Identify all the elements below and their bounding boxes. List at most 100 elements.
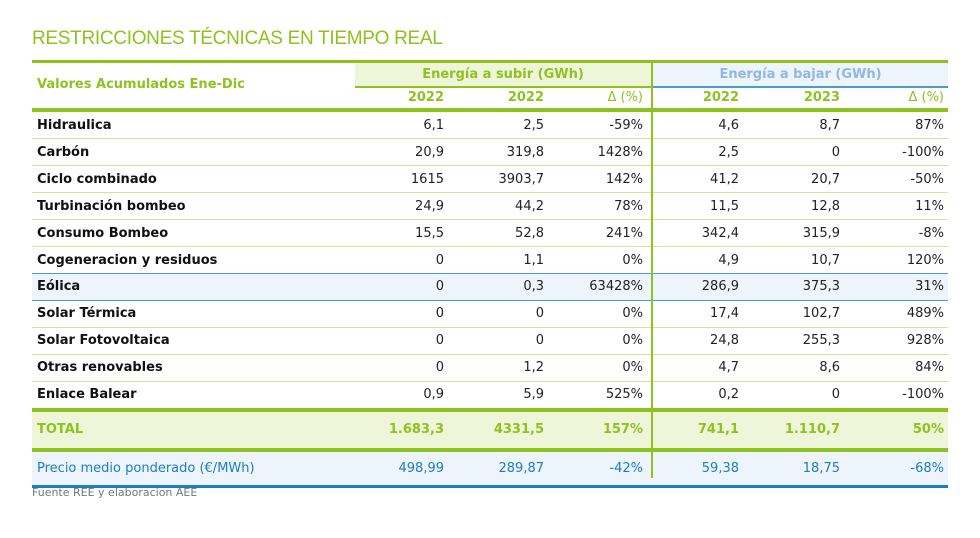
column-header: 2022 — [702, 90, 739, 105]
cell: -8% — [918, 225, 944, 241]
table-row: Hidraulica 6,1 2,5 -59% 4,6 8,7 87% — [32, 112, 948, 139]
group-divider — [651, 60, 653, 478]
cell: -100% — [902, 144, 944, 160]
cell: 157% — [602, 422, 643, 437]
cell: 1,2 — [523, 360, 544, 375]
cell: 1.683,3 — [388, 422, 444, 437]
cell: 342,4 — [701, 225, 739, 241]
cell: 10,7 — [811, 252, 840, 268]
cell: 63428% — [589, 279, 643, 294]
table-top-divider — [32, 60, 948, 63]
cell: 928% — [906, 333, 944, 348]
cell: 0% — [622, 360, 643, 375]
cell: 50% — [912, 422, 944, 437]
table-row: Ciclo combinado 1615 3903,7 142% 41,2 20,7 -50… — [32, 166, 948, 193]
column-header-row: 2022 2022 Δ (%) 2022 2023 Δ (%) — [32, 87, 948, 112]
row-label: Hidraulica — [37, 117, 112, 133]
cell: 0 — [535, 306, 544, 321]
row-label: Precio medio ponderado (€/MWh) — [37, 460, 255, 476]
column-header: Δ (%) — [908, 90, 944, 105]
cell: 87% — [915, 117, 944, 133]
cell: 286,9 — [701, 279, 739, 294]
cell: 52,8 — [515, 225, 544, 241]
column-header: 2022 — [507, 90, 544, 105]
source-note: Fuente REE y elaboracion AEE — [32, 486, 198, 499]
cell: 41,2 — [710, 171, 739, 187]
table-row: Eólica 0 0,3 63428% 286,9 375,3 31% — [32, 272, 948, 301]
cell: 741,1 — [697, 422, 739, 437]
total-row: TOTAL 1.683,3 4331,5 157% 741,1 1.110,7 … — [32, 411, 948, 452]
cell: 24,9 — [415, 198, 444, 214]
cell: 31% — [915, 279, 944, 294]
cell: 315,9 — [802, 225, 840, 241]
table-row: Otras renovables 0 1,2 0% 4,7 8,6 84% — [32, 355, 948, 382]
cell: 375,3 — [802, 279, 840, 294]
cell: 525% — [605, 387, 643, 402]
row-label: Turbinación bombeo — [37, 198, 186, 214]
column-header: 2022 — [407, 90, 444, 105]
cell: 0,9 — [423, 387, 444, 402]
cell: 241% — [605, 225, 643, 241]
cell: 12,8 — [811, 198, 840, 214]
row-label: Eólica — [37, 279, 81, 294]
cell: 0 — [435, 306, 444, 321]
row-label: Carbón — [37, 144, 90, 160]
row-label: Consumo Bombeo — [37, 225, 169, 241]
cell: 17,4 — [710, 306, 739, 321]
cell: 1,1 — [523, 252, 544, 268]
cell: 4331,5 — [493, 422, 544, 437]
cell: 4,6 — [718, 117, 739, 133]
cell: 1615 — [410, 171, 444, 187]
cell: 84% — [915, 360, 944, 375]
group-header-energy-down: Energía a bajar (GWh) — [653, 63, 948, 88]
cell: 0% — [622, 252, 643, 268]
cell: 6,1 — [423, 117, 444, 133]
table-row: Turbinación bombeo 24,9 44,2 78% 11,5 12,8 11% — [32, 193, 948, 220]
table-row: Carbón 20,9 319,8 1428% 2,5 0 -100% — [32, 139, 948, 166]
cell: 18,75 — [802, 460, 840, 476]
row-label-header: Valores Acumulados Ene-Dic — [37, 77, 245, 92]
cell: 0,3 — [523, 279, 544, 294]
column-header: Δ (%) — [607, 90, 643, 105]
cell: 489% — [906, 306, 944, 321]
cell: 0 — [831, 144, 840, 160]
cell: 0% — [622, 306, 643, 321]
cell: 20,7 — [811, 171, 840, 187]
row-label: Otras renovables — [37, 360, 163, 375]
cell: 0% — [622, 333, 643, 348]
cell: 3903,7 — [498, 171, 545, 187]
cell: 2,5 — [523, 117, 544, 133]
cell: 11% — [915, 198, 944, 214]
cell: 498,99 — [398, 460, 445, 476]
cell: 20,9 — [415, 144, 444, 160]
cell: 0 — [535, 333, 544, 348]
cell: 4,9 — [718, 252, 739, 268]
cell: 11,5 — [710, 198, 739, 214]
cell: 1.110,7 — [784, 422, 840, 437]
cell: 0 — [435, 252, 444, 268]
table-row: Consumo Bombeo 15,5 52,8 241% 342,4 315,9 -8% — [32, 220, 948, 247]
row-label: Enlace Balear — [37, 387, 137, 402]
cell: -100% — [902, 387, 944, 402]
cell: 0 — [831, 387, 840, 402]
cell: 59,38 — [701, 460, 739, 476]
table-row: Cogeneracion y residuos 0 1,1 0% 4,9 10,7 120% — [32, 247, 948, 274]
row-label: TOTAL — [37, 422, 84, 437]
cell: 15,5 — [415, 225, 444, 241]
cell: -68% — [910, 460, 944, 476]
cell: 0 — [435, 279, 444, 294]
cell: 0 — [435, 333, 444, 348]
cell: -59% — [609, 117, 643, 133]
column-header: 2023 — [803, 90, 840, 105]
restrictions-table: Valores Acumulados Ene-Dic Energía a sub… — [32, 60, 948, 488]
cell: -50% — [910, 171, 944, 187]
group-header-row: Valores Acumulados Ene-Dic Energía a sub… — [32, 63, 948, 92]
table-row: Enlace Balear 0,9 5,9 525% 0,2 0 -100% — [32, 382, 948, 412]
cell: 8,6 — [819, 360, 840, 375]
table-body: Hidraulica 6,1 2,5 -59% 4,6 8,7 87% Carbón 20,9 3… — [32, 112, 948, 412]
row-label: Solar Fotovoltaica — [37, 333, 170, 348]
cell: 142% — [605, 171, 643, 187]
cell: -42% — [609, 460, 643, 476]
cell: 289,87 — [498, 460, 545, 476]
cell: 8,7 — [819, 117, 840, 133]
